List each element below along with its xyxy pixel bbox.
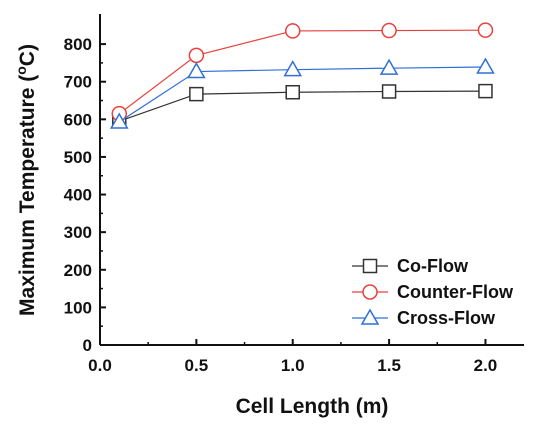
- legend-label-cross-flow: Cross-Flow: [397, 308, 496, 328]
- data-point-counter-flow: [477, 22, 494, 38]
- data-point-counter-flow: [284, 23, 301, 39]
- data-point-cross-flow: [109, 112, 129, 129]
- legend-label-co-flow: Co-Flow: [397, 256, 469, 276]
- x-tick-label: 1.0: [281, 356, 305, 375]
- legend-item-counter-flow: Counter-Flow: [352, 282, 514, 302]
- y-axis-title: Maximum Temperature (oC): [13, 44, 39, 316]
- data-point-cross-flow: [187, 62, 206, 79]
- legend: Co-Flow Counter-Flow Cross-Flow: [352, 256, 514, 328]
- data-point-counter-flow: [381, 22, 397, 39]
- y-axis-title-superscript: o: [13, 66, 29, 75]
- data-point-cross-flow: [476, 57, 495, 74]
- legend-item-co-flow: Co-Flow: [352, 256, 469, 276]
- data-point-co-flow: [189, 86, 204, 102]
- y-ticks: 0 100 200 300 400 500 600 700 800: [64, 35, 106, 355]
- data-point-cross-flow: [283, 60, 303, 77]
- x-tick-label: 1.5: [377, 356, 401, 375]
- data-point-co-flow: [381, 84, 397, 99]
- x-tick-label: 0.5: [185, 356, 209, 375]
- data-point-counter-flow: [188, 47, 205, 64]
- series-co-flow: [112, 83, 493, 129]
- x-axis-title: Cell Length (m): [236, 395, 389, 418]
- data-point-co-flow: [285, 84, 300, 100]
- y-tick-label: 200: [64, 261, 92, 280]
- y-tick-label: 500: [64, 148, 92, 167]
- series-line-counter-flow: [118, 29, 486, 115]
- data-point-co-flow: [478, 83, 493, 99]
- legend-marker-cross-flow: [360, 308, 380, 325]
- x-ticks: 0.0 0.5 1.0 1.5 2.0: [88, 339, 497, 375]
- x-tick-label: 0.0: [88, 356, 112, 375]
- series-layer: [109, 22, 495, 129]
- series-cross-flow: [109, 57, 495, 129]
- data-point-cross-flow: [379, 58, 399, 75]
- legend-label-counter-flow: Counter-Flow: [397, 282, 514, 302]
- legend-marker-co-flow: [362, 258, 378, 274]
- y-tick-label: 300: [64, 223, 92, 242]
- series-line-cross-flow: [118, 66, 486, 123]
- y-tick-label: 600: [64, 110, 92, 129]
- x-tick-label: 2.0: [474, 356, 498, 375]
- y-tick-label: 800: [64, 35, 92, 54]
- y-tick-label: 400: [64, 186, 92, 205]
- y-tick-label: 0: [83, 336, 92, 355]
- y-tick-label: 700: [64, 73, 92, 92]
- series-counter-flow: [111, 22, 494, 122]
- legend-marker-counter-flow: [362, 284, 378, 300]
- legend-item-cross-flow: Cross-Flow: [352, 308, 496, 328]
- series-line-co-flow: [119, 90, 486, 122]
- axes: [99, 14, 524, 346]
- y-tick-label: 100: [64, 298, 92, 317]
